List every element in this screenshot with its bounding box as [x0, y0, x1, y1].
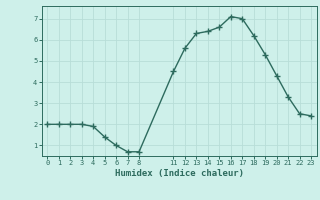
X-axis label: Humidex (Indice chaleur): Humidex (Indice chaleur)	[115, 169, 244, 178]
